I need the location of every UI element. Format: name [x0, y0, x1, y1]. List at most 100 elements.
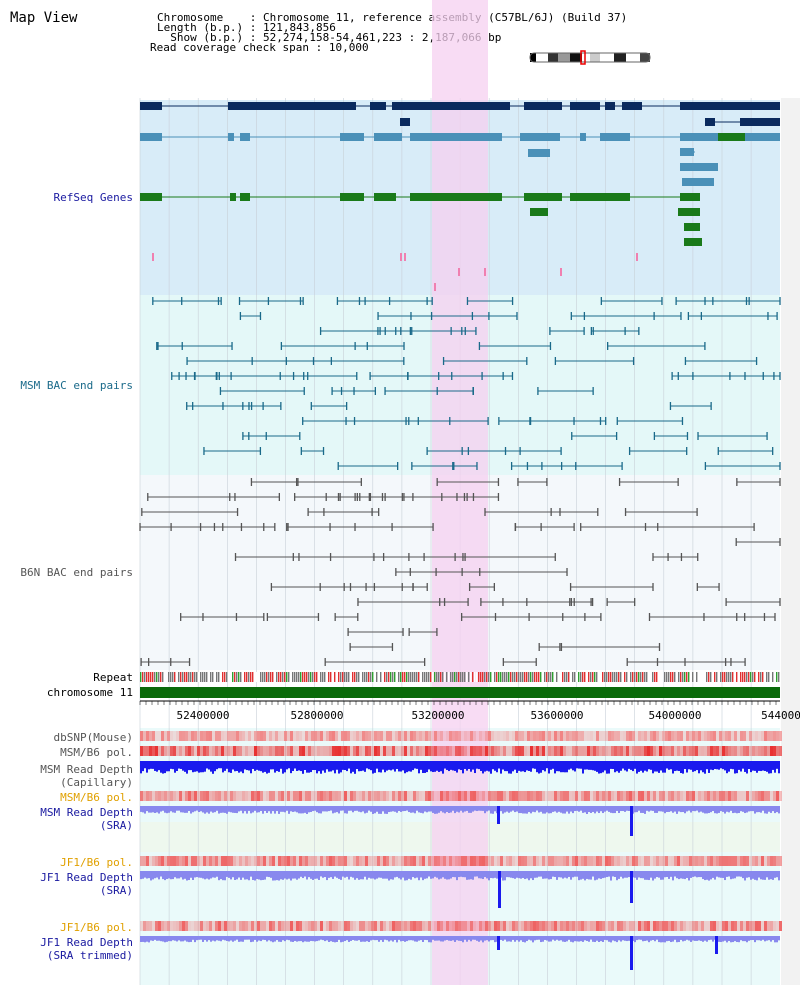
track-label-msm-depth-sra-1[interactable]: MSM Read Depth — [40, 806, 133, 819]
track-label-msm-pol-1[interactable]: MSM/B6 pol. — [60, 746, 133, 759]
jf1-sra-depth-bar — [460, 871, 462, 877]
jf1-sra-depth-bar — [480, 871, 482, 879]
msm-cap-depth-bar — [294, 761, 296, 769]
msm-cap-depth-bar — [378, 761, 380, 773]
dbsnp-cell — [761, 731, 764, 741]
msm-sra-depth-bar — [294, 806, 296, 812]
jf1-trim-depth-bar — [370, 936, 372, 941]
gene-exon — [520, 133, 560, 141]
msm-cap-depth-bar — [708, 761, 710, 773]
jf1-pol-cell — [302, 856, 305, 866]
msm-pol-cell — [344, 746, 347, 756]
jf1-sra-depth-bar — [208, 871, 210, 880]
jf1-sra-depth-bar — [534, 871, 536, 878]
repeat-segment — [272, 672, 274, 682]
repeat-segment — [564, 672, 566, 682]
jf1-trim-depth-bar — [566, 936, 568, 942]
jf1-trim-depth-bar — [754, 936, 756, 943]
track-label-msm-depth-cap-1[interactable]: MSM Read Depth — [40, 763, 133, 776]
jf1-trim-depth-bar — [488, 936, 490, 942]
msm-cap-depth-bar — [684, 761, 686, 770]
msm-pol-cell — [365, 746, 368, 756]
jf1-pol-cell — [305, 856, 308, 866]
msm-pol2-cell — [449, 791, 452, 801]
msm-sra-depth-bar — [276, 806, 278, 812]
track-label-jf1-depth-sra-1[interactable]: JF1 Read Depth — [40, 871, 133, 884]
dbsnp-cell — [209, 731, 212, 741]
jf1-trim-depth-bar — [532, 936, 534, 943]
msm-cap-depth-bar — [520, 761, 522, 772]
jf1-trim-depth-bar — [502, 936, 504, 941]
jf1-pol-cell — [374, 856, 377, 866]
msm-sra-depth-bar — [682, 806, 684, 813]
track-label-repeat[interactable]: Repeat — [93, 671, 133, 684]
track-label-dbsnp[interactable]: dbSNP(Mouse) — [53, 731, 133, 744]
msm-sra-depth-bar — [292, 806, 294, 812]
msm-pol2-cell — [692, 791, 695, 801]
dbsnp-cell — [779, 731, 782, 741]
msm-pol2-cell — [380, 791, 383, 801]
repeat-segment — [764, 672, 766, 682]
msm-sra-depth-bar — [228, 806, 230, 812]
msm-cap-depth-bar — [484, 761, 486, 772]
jf1-sra-depth-bar — [354, 871, 356, 880]
jf1-sra-depth-bar — [552, 871, 554, 877]
msm-cap-depth-bar — [656, 761, 658, 772]
msm-sra-depth-bar — [328, 806, 330, 812]
msm-cap-depth-bar — [416, 761, 418, 769]
repeat-segment — [220, 672, 222, 682]
jf1-sra-depth-bar — [448, 871, 450, 880]
jf1-pol-cell — [575, 856, 578, 866]
track-label-b6n-bac[interactable]: B6N BAC end pairs — [20, 566, 133, 579]
repeat-segment — [372, 672, 374, 682]
jf1-sra-depth-bar — [188, 871, 190, 881]
jf1-trim-depth-bar — [620, 936, 622, 942]
msm-sra-depth-bar — [594, 806, 596, 814]
repeat-segment — [776, 672, 778, 682]
track-label-jf1-pol-1[interactable]: JF1/B6 pol. — [60, 856, 133, 869]
repeat-segment — [576, 672, 578, 682]
jf1-sra-depth-bar — [710, 871, 712, 880]
track-label-jf1-depth-trim-1[interactable]: JF1 Read Depth — [40, 936, 133, 949]
msm-pol2-cell — [203, 791, 206, 801]
track-label-msm-bac[interactable]: MSM BAC end pairs — [20, 379, 133, 392]
jf1-sra-depth-bar — [482, 871, 484, 880]
msm-pol2-cell — [659, 791, 662, 801]
msm-pol-cell — [419, 746, 422, 756]
msm-sra-depth-bar — [696, 806, 698, 811]
jf1-pol2-cell — [446, 921, 449, 931]
msm-cap-depth-bar — [256, 761, 258, 770]
repeat-segment — [206, 672, 208, 682]
track-label-jf1-pol-2[interactable]: JF1/B6 pol. — [60, 921, 133, 934]
msm-cap-depth-bar — [718, 761, 720, 770]
msm-sra-depth-bar — [480, 806, 482, 811]
jf1-trim-depth-bar — [182, 936, 184, 942]
repeat-segment — [694, 672, 696, 682]
msm-pol-cell — [401, 746, 404, 756]
track-label-refseq[interactable]: RefSeq Genes — [53, 191, 133, 204]
msm-sra-depth-bar — [160, 806, 162, 812]
dbsnp-cell — [491, 731, 494, 741]
msm-cap-depth-bar — [658, 761, 660, 773]
jf1-pol2-cell — [638, 921, 641, 931]
dbsnp-cell — [200, 731, 203, 741]
msm-pol2-cell — [668, 791, 671, 801]
repeat-segment — [542, 672, 544, 682]
jf1-pol2-cell — [626, 921, 629, 931]
msm-pol2-cell — [734, 791, 737, 801]
msm-pol2-cell — [266, 791, 269, 801]
jf1-sra-depth-bar — [698, 871, 700, 878]
jf1-pol2-cell — [527, 921, 530, 931]
track-label-msm-pol-2[interactable]: MSM/B6 pol. — [60, 791, 133, 804]
msm-pol2-cell — [200, 791, 203, 801]
msm-sra-depth-bar — [620, 806, 622, 812]
jf1-pol2-cell — [575, 921, 578, 931]
msm-cap-depth-bar — [184, 761, 186, 772]
jf1-trim-depth-bar — [320, 936, 322, 940]
msm-cap-depth-bar — [236, 761, 238, 772]
jf1-pol2-cell — [614, 921, 617, 931]
repeat-segment — [418, 672, 420, 682]
msm-sra-depth-bar — [342, 806, 344, 811]
jf1-pol-cell — [428, 856, 431, 866]
